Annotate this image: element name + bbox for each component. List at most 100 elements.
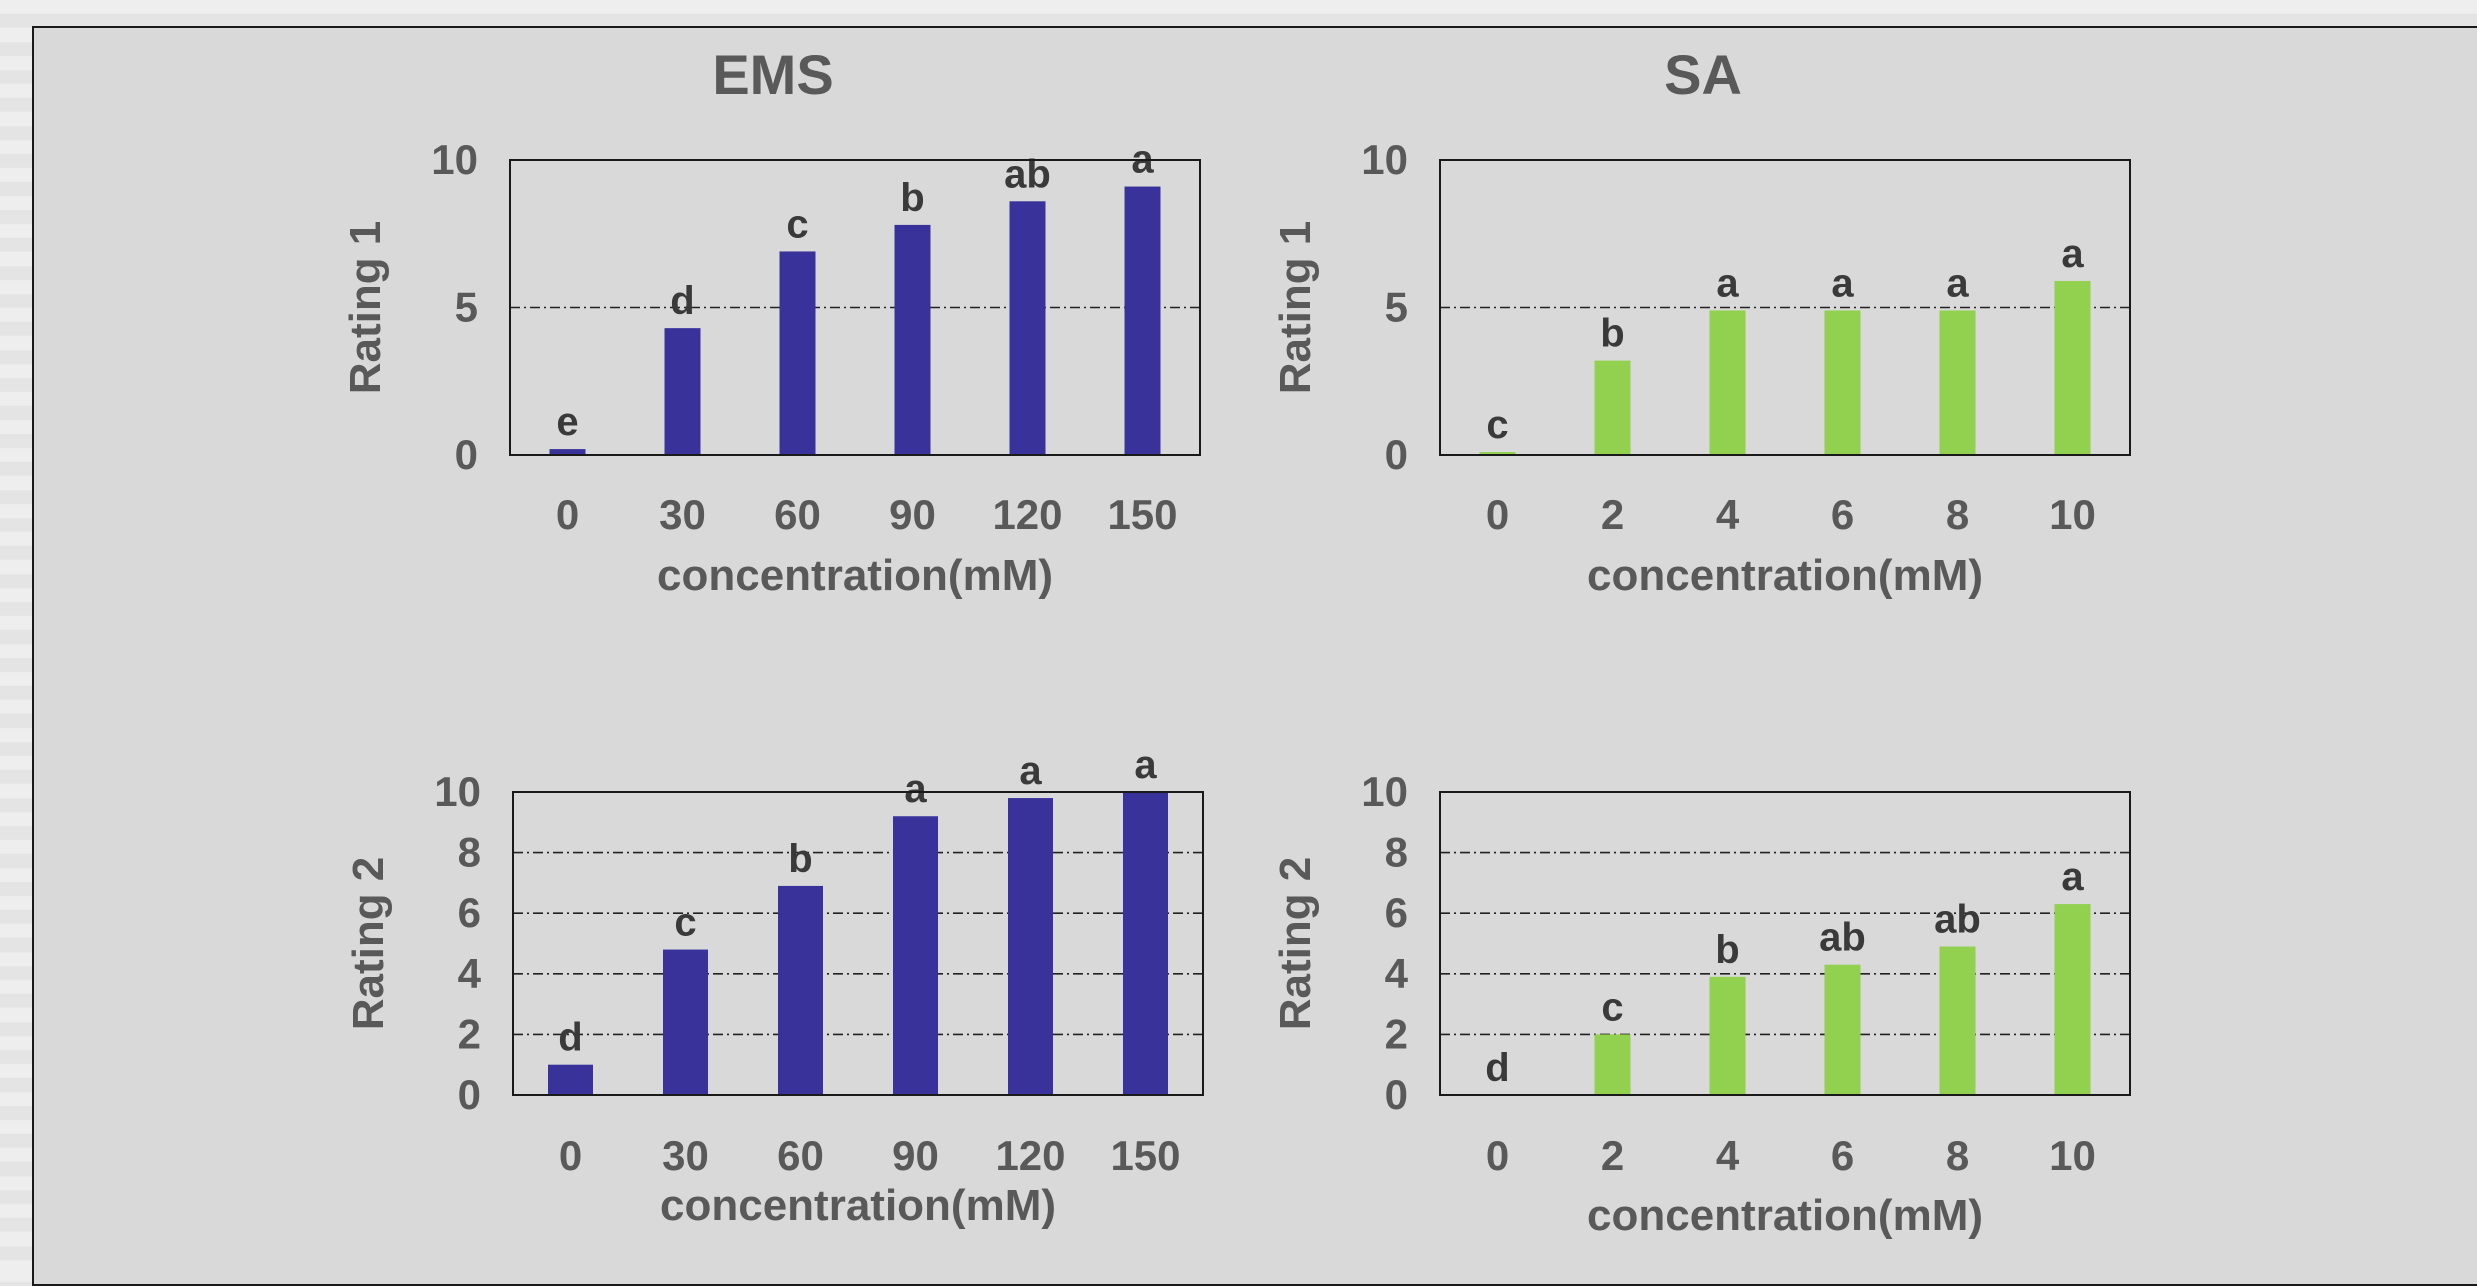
x-tick-label: 4 [1716, 1132, 1740, 1179]
y-tick-label: 0 [455, 431, 478, 478]
plot-border [509, 159, 1201, 456]
significance-letter: a [904, 767, 927, 811]
bar-90 [894, 224, 931, 455]
plot-area [513, 792, 1203, 1095]
significance-letter: c [786, 202, 808, 246]
bar-0 [1479, 452, 1516, 455]
significance-letter: b [1715, 928, 1739, 972]
plot-border [1439, 159, 2131, 456]
y-tick-label: 8 [1385, 829, 1408, 876]
y-axis-label: Rating 2 [344, 857, 393, 1031]
bar-60 [779, 251, 816, 455]
plot-border [512, 791, 1204, 1096]
x-tick-label: 2 [1601, 1132, 1624, 1179]
bar-120 [1009, 201, 1046, 455]
significance-letter: ab [1004, 152, 1051, 196]
x-tick-label: 120 [995, 1132, 1065, 1179]
x-axis-label: concentration(mM) [1587, 1191, 1983, 1240]
significance-letter: c [1486, 403, 1508, 447]
x-tick-label: 2 [1601, 491, 1624, 538]
bar-6 [1824, 310, 1861, 455]
significance-letter: c [674, 901, 696, 945]
bar-120 [1008, 798, 1053, 1095]
significance-letter: b [900, 176, 924, 220]
y-tick-label: 10 [1361, 136, 1408, 183]
significance-letter: d [558, 1016, 582, 1060]
significance-letter: ab [1934, 898, 1981, 942]
y-tick-label: 5 [455, 284, 478, 331]
bar-4 [1709, 310, 1746, 455]
bar-30 [663, 949, 708, 1095]
significance-letter: d [1485, 1046, 1509, 1090]
x-tick-label: 0 [1486, 1132, 1509, 1179]
bar-4 [1709, 976, 1746, 1095]
significance-letter: ab [1819, 916, 1866, 960]
x-tick-label: 30 [659, 491, 706, 538]
significance-letter: a [1134, 743, 1157, 787]
significance-letter: b [1600, 312, 1624, 356]
y-axis-label: Rating 1 [341, 221, 390, 395]
significance-letter: d [670, 279, 694, 323]
y-tick-label: 2 [1385, 1010, 1408, 1057]
bar-0 [548, 1064, 593, 1095]
chart-panel-3: d 0 c 30 b 60 a 90 a 120 a 150 0 2 4 6 8 10 Rating 2 concen… [344, 743, 1204, 1230]
x-tick-label: 10 [2049, 1132, 2096, 1179]
y-tick-label: 5 [1385, 284, 1408, 331]
x-tick-label: 150 [1107, 491, 1177, 538]
bar-150 [1124, 186, 1161, 456]
significance-letter: a [1716, 261, 1739, 305]
y-tick-label: 10 [1361, 768, 1408, 815]
x-tick-label: 8 [1946, 1132, 1969, 1179]
x-tick-label: 6 [1831, 491, 1854, 538]
bar-2 [1594, 1034, 1631, 1095]
plot-area [1440, 792, 2130, 1095]
significance-letter: a [2061, 855, 2084, 899]
y-tick-label: 0 [458, 1071, 481, 1118]
x-axis-label: concentration(mM) [1587, 551, 1983, 600]
chart-panel-4: d 0 c 2 b 4 ab 6 ab 8 a 10 0 2 4 6 8 10 Rating 2 concentrat… [1271, 768, 2131, 1240]
bar-150 [1123, 792, 1168, 1095]
y-tick-label: 0 [1385, 1071, 1408, 1118]
x-tick-label: 120 [992, 491, 1062, 538]
x-tick-label: 150 [1110, 1132, 1180, 1179]
y-tick-label: 4 [1385, 950, 1409, 997]
bar-8 [1939, 946, 1976, 1095]
x-tick-label: 4 [1716, 491, 1740, 538]
significance-letter: c [1601, 985, 1623, 1029]
plot-border [1439, 791, 2131, 1096]
x-tick-label: 90 [889, 491, 936, 538]
x-tick-label: 0 [556, 491, 579, 538]
y-tick-label: 10 [434, 768, 481, 815]
significance-letter: a [2061, 232, 2084, 276]
bar-30 [664, 328, 701, 455]
x-tick-label: 90 [892, 1132, 939, 1179]
significance-letter: a [1946, 261, 1969, 305]
x-tick-label: 0 [559, 1132, 582, 1179]
y-tick-label: 6 [458, 889, 481, 936]
y-tick-label: 8 [458, 829, 481, 876]
significance-letter: b [788, 837, 812, 881]
x-axis-label: concentration(mM) [660, 1181, 1056, 1230]
chart-title: SA [1664, 43, 1742, 106]
y-tick-label: 6 [1385, 889, 1408, 936]
significance-letter: a [1831, 261, 1854, 305]
bar-8 [1939, 310, 1976, 455]
bar-0 [549, 449, 586, 455]
x-tick-label: 6 [1831, 1132, 1854, 1179]
x-tick-label: 60 [774, 491, 821, 538]
bar-10 [2054, 904, 2091, 1095]
x-tick-label: 8 [1946, 491, 1969, 538]
bar-10 [2054, 280, 2091, 455]
x-tick-label: 60 [777, 1132, 824, 1179]
y-tick-label: 0 [1385, 431, 1408, 478]
significance-letter: a [1019, 749, 1042, 793]
x-tick-label: 0 [1486, 491, 1509, 538]
bar-60 [778, 885, 823, 1095]
y-tick-label: 10 [431, 136, 478, 183]
bar-6 [1824, 964, 1861, 1095]
bar-90 [893, 816, 938, 1095]
y-axis-label: Rating 1 [1271, 221, 1320, 395]
x-tick-label: 30 [662, 1132, 709, 1179]
